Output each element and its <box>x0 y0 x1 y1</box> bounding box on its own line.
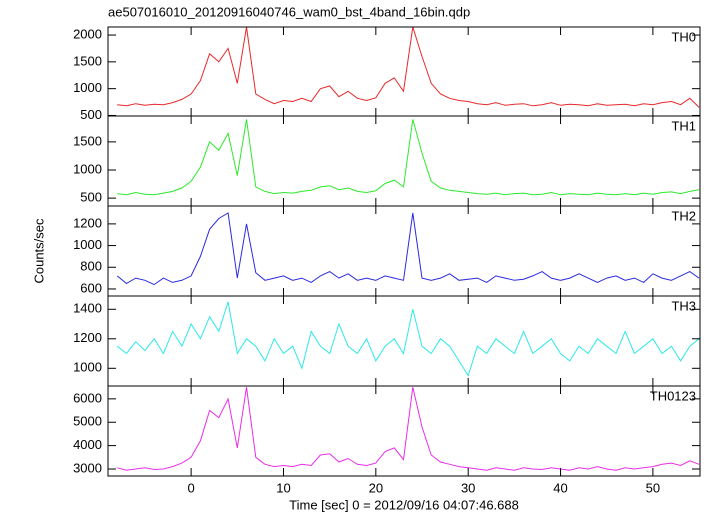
y-axis-label: Counts/sec <box>31 218 46 284</box>
y-tick-label: 2000 <box>73 26 102 41</box>
x-tick-label: 40 <box>553 480 567 495</box>
y-tick-label: 1000 <box>73 360 102 375</box>
y-tick-label: 3000 <box>73 460 102 475</box>
y-tick-label: 800 <box>80 259 102 274</box>
y-tick-label: 5000 <box>73 414 102 429</box>
y-tick-label: 1000 <box>73 161 102 176</box>
series-label: TH3 <box>671 298 696 313</box>
light-curve <box>117 387 700 471</box>
light-curve <box>116 301 700 377</box>
x-axis-label: Time [sec] 0 = 2012/09/16 04:07:46.688 <box>289 497 519 512</box>
panel-frame <box>107 26 701 117</box>
chart-title: ae507016010_20120916040746_wam0_bst_4ban… <box>108 4 470 19</box>
light-curve <box>117 27 700 108</box>
panel-frame <box>107 205 701 297</box>
x-tick-label: 10 <box>276 480 290 495</box>
y-tick-label: 1000 <box>73 80 102 95</box>
y-tick-label: 6000 <box>73 390 102 405</box>
y-tick-label: 500 <box>80 190 102 205</box>
y-tick-label: 1400 <box>73 301 102 316</box>
panel-frame <box>107 295 701 387</box>
x-tick-label: 0 <box>188 480 195 495</box>
series-label: TH0 <box>671 29 696 44</box>
panel-frame <box>107 385 701 477</box>
y-tick-label: 4000 <box>73 437 102 452</box>
y-tick-label: 1000 <box>73 237 102 252</box>
x-tick-label: 20 <box>369 480 383 495</box>
x-tick-label: 30 <box>461 480 475 495</box>
panel-frame <box>107 115 701 207</box>
series-label: TH2 <box>671 208 696 223</box>
y-tick-label: 1500 <box>73 133 102 148</box>
series-label: TH1 <box>671 118 696 133</box>
y-tick-label: 600 <box>80 280 102 295</box>
y-tick-label: 500 <box>80 107 102 122</box>
light-curve <box>116 212 700 286</box>
light-curve <box>117 119 700 196</box>
y-tick-label: 1200 <box>73 330 102 345</box>
series-label: TH0123 <box>650 388 696 403</box>
y-tick-label: 1200 <box>73 215 102 230</box>
y-tick-label: 1500 <box>73 53 102 68</box>
x-tick-label: 50 <box>646 480 660 495</box>
